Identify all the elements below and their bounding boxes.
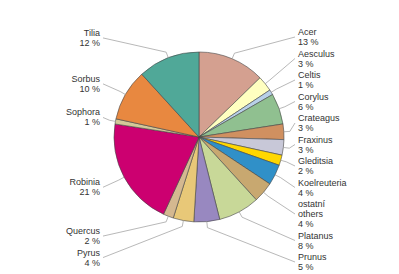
svg-text:Celtis1 %: Celtis1 %	[298, 70, 321, 90]
svg-text:Aesculus3 %: Aesculus3 %	[298, 49, 335, 69]
svg-text:Pyrus4 %: Pyrus4 %	[77, 248, 101, 268]
svg-text:Sophora1 %: Sophora1 %	[66, 107, 100, 127]
svg-text:Fraxinus3 %: Fraxinus3 %	[298, 135, 333, 155]
svg-text:Corylus6 %: Corylus6 %	[298, 92, 329, 112]
svg-text:Prunus5 %: Prunus5 %	[298, 252, 327, 272]
svg-text:Acer13 %: Acer13 %	[298, 27, 319, 47]
svg-text:Koelreuteria4 %: Koelreuteria4 %	[298, 178, 347, 198]
svg-text:Robinia21 %: Robinia21 %	[69, 177, 100, 197]
svg-text:Tilia12 %: Tilia12 %	[79, 28, 100, 48]
svg-text:ostatníothers4 %: ostatníothers4 %	[298, 199, 326, 229]
svg-text:Crateagus3 %: Crateagus3 %	[298, 113, 340, 133]
svg-text:Quercus2 %: Quercus2 %	[66, 226, 101, 246]
svg-text:Gleditsia2 %: Gleditsia2 %	[298, 156, 333, 176]
svg-text:Platanus8 %: Platanus8 %	[298, 231, 334, 251]
svg-text:Sorbus10 %: Sorbus10 %	[71, 74, 100, 94]
